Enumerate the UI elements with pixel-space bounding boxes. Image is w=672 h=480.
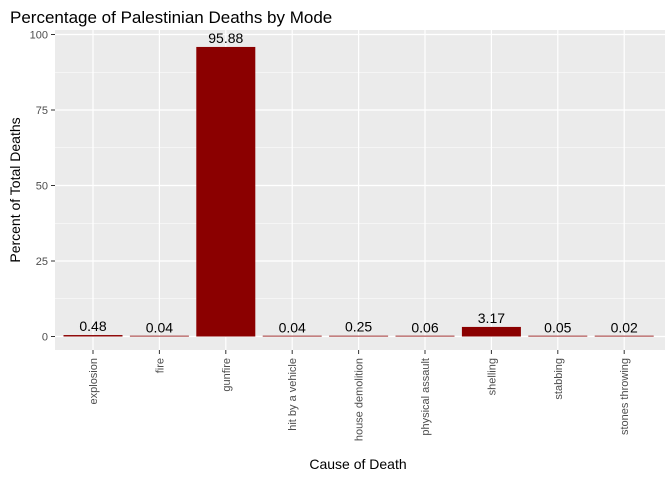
y-axis: 0 25 50 75 100	[30, 30, 55, 344]
x-tick-label: gunfire	[221, 358, 233, 392]
data-label: 0.06	[411, 319, 438, 335]
data-label: 0.04	[146, 319, 173, 335]
x-axis-title: Cause of Death	[309, 456, 406, 472]
x-tick-label: fire	[154, 358, 166, 373]
x-tick-label: shelling	[486, 358, 498, 395]
data-label: 0.48	[79, 318, 106, 334]
chart-title: Percentage of Palestinian Deaths by Mode	[10, 8, 332, 27]
x-tick-label: stabbing	[553, 358, 565, 400]
x-tick-label: house demolition	[354, 358, 366, 441]
y-tick-label: 50	[36, 181, 48, 193]
bar-hit-by-a-vehicle	[262, 335, 322, 337]
y-tick-label: 25	[36, 256, 48, 268]
minor-gridlines	[55, 71, 665, 300]
x-axis: explosion fire gunfire hit by a vehicle hous…	[88, 350, 631, 441]
bar-shelling	[461, 326, 521, 337]
data-label: 95.88	[208, 30, 243, 46]
data-label: 0.25	[345, 319, 372, 335]
bar-gunfire	[196, 46, 256, 337]
data-label: 0.05	[544, 319, 571, 335]
bar-physical-assault	[395, 335, 455, 337]
data-labels: 0.48 0.04 95.88 0.04 0.25 0.06 3.17 0.05 0.02	[79, 30, 638, 335]
bar-explosion	[63, 335, 123, 337]
bar-house-demolition	[329, 335, 389, 337]
bars	[63, 46, 654, 337]
plot-panel	[55, 30, 665, 350]
y-axis-title: Percent of Total Deaths	[7, 117, 23, 262]
x-tick-label: explosion	[88, 358, 100, 404]
bar-stones-throwing	[594, 335, 654, 337]
y-tick-label: 0	[42, 332, 48, 344]
bar-stabbing	[528, 335, 588, 337]
y-tick-label: 75	[36, 105, 48, 117]
y-tick-label: 100	[30, 30, 48, 42]
bar-fire	[129, 335, 189, 337]
x-tick-label: hit by a vehicle	[287, 358, 299, 431]
data-label: 3.17	[478, 310, 505, 326]
data-label: 0.04	[279, 319, 306, 335]
x-tick-label: stones throwing	[619, 358, 631, 435]
x-tick-label: physical assault	[420, 358, 432, 436]
data-label: 0.02	[611, 319, 638, 335]
